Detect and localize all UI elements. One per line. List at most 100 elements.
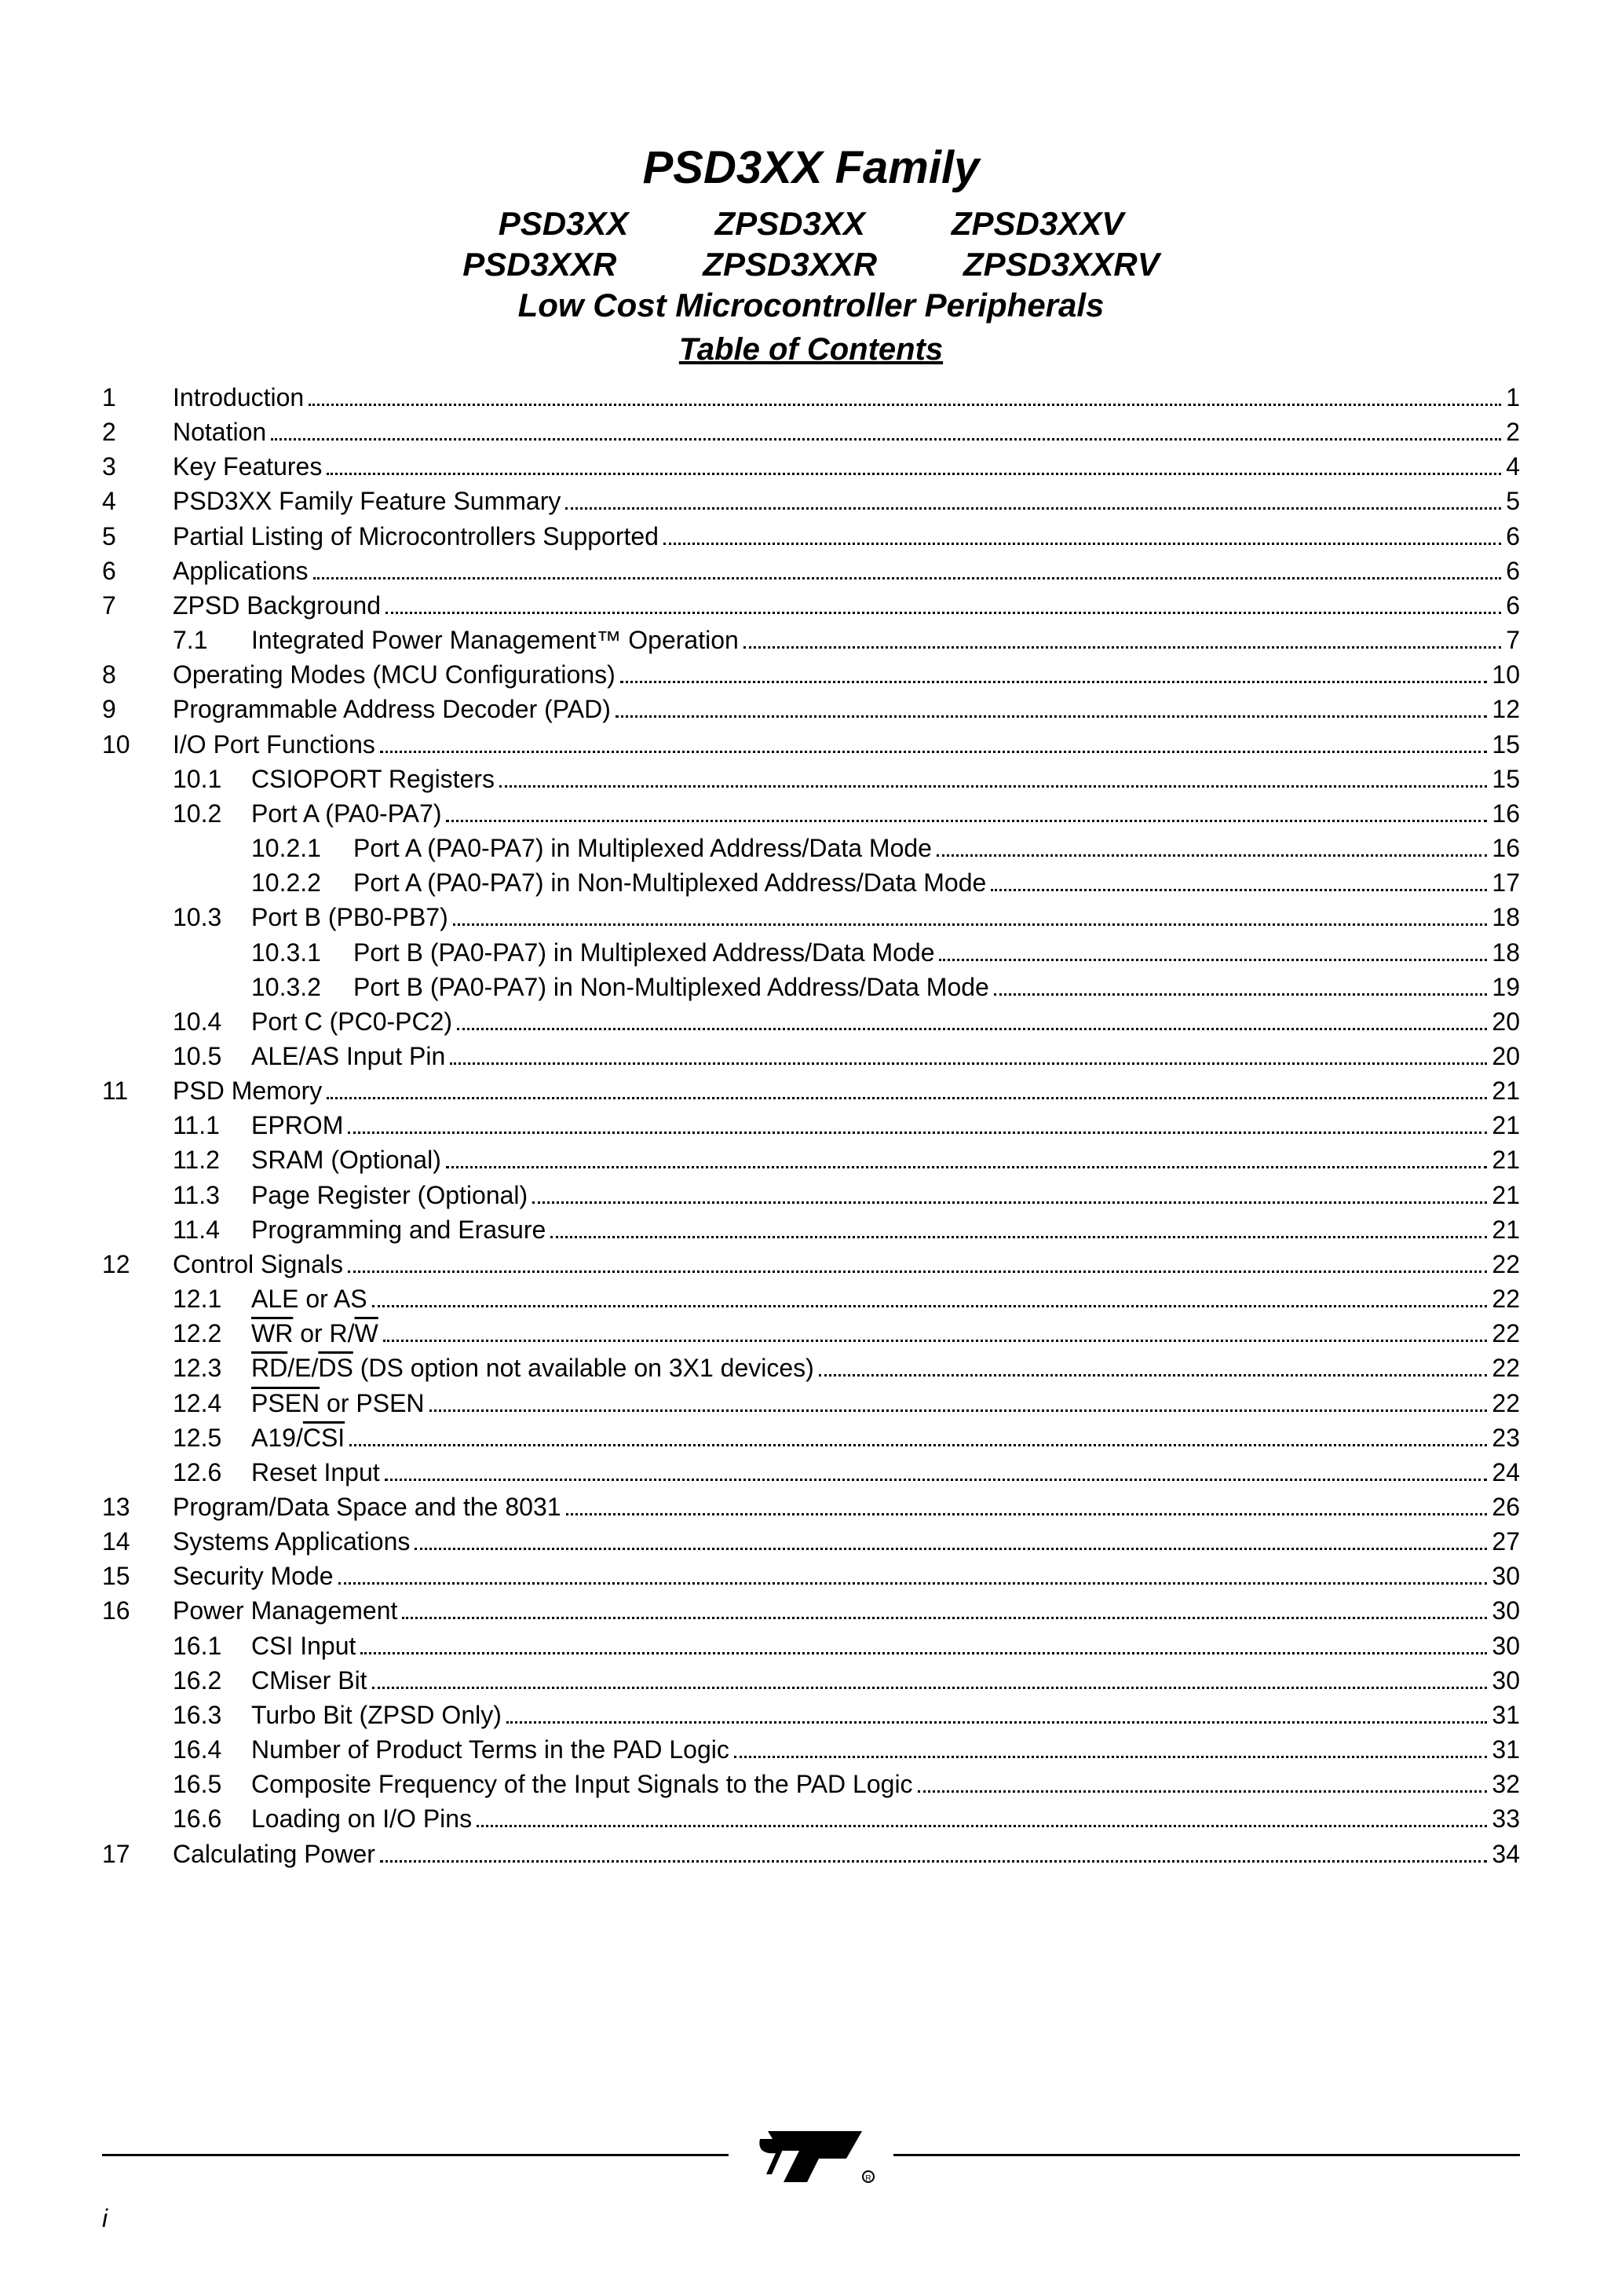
toc-section-number: 11.2 — [173, 1143, 251, 1177]
toc-section-number: 12.3 — [173, 1351, 251, 1385]
toc-leader-dots — [327, 1077, 1487, 1099]
toc-leader-dots — [819, 1355, 1488, 1377]
toc-section-number: 10.2 — [173, 796, 251, 831]
toc-row: 2Notation2 — [102, 415, 1520, 449]
toc-section-title: RD/E/DS (DS option not available on 3X1 … — [251, 1351, 814, 1385]
toc-page-number: 19 — [1492, 970, 1520, 1004]
toc-section-title: Reset Input — [251, 1455, 380, 1490]
toc-page-number: 15 — [1492, 727, 1520, 762]
st-logo-icon: R — [744, 2115, 878, 2194]
toc-section-number: 14 — [102, 1524, 173, 1559]
toc-section-title: Integrated Power Management™ Operation — [251, 623, 739, 657]
toc-row: 10.2.2Port A (PA0-PA7) in Non-Multiplexe… — [102, 865, 1520, 900]
toc-row: 14Systems Applications27 — [102, 1524, 1520, 1559]
toc-section-title: Introduction — [173, 380, 304, 415]
toc-section-title: Composite Frequency of the Input Signals… — [251, 1767, 913, 1801]
toc-section-number: 16.2 — [173, 1663, 251, 1698]
toc-section-title: ALE/AS Input Pin — [251, 1039, 445, 1073]
part-code: ZPSD3XXR — [703, 246, 877, 283]
toc-row: 12.5A19/CSI23 — [102, 1420, 1520, 1455]
toc-section-title: Power Management — [173, 1593, 397, 1628]
toc-section-title: Port A (PA0-PA7) in Multiplexed Address/… — [353, 831, 932, 865]
toc-page-number: 20 — [1492, 1004, 1520, 1039]
parts-row-2: PSD3XXR ZPSD3XXR ZPSD3XXRV — [102, 246, 1520, 283]
toc-leader-dots — [918, 1770, 1488, 1793]
toc-leader-dots — [937, 834, 1487, 857]
toc-leader-dots — [566, 1493, 1488, 1515]
toc-leader-dots — [309, 383, 1501, 406]
toc-page-number: 24 — [1492, 1455, 1520, 1490]
toc-page-number: 21 — [1492, 1178, 1520, 1212]
toc-row: 11.2SRAM (Optional)21 — [102, 1143, 1520, 1177]
toc-leader-dots — [620, 660, 1488, 683]
toc-page-number: 21 — [1492, 1073, 1520, 1108]
toc-section-title: Control Signals — [173, 1247, 343, 1281]
toc-section-number: 4 — [102, 484, 173, 518]
toc-leader-dots — [616, 696, 1488, 718]
toc-section-number: 3 — [102, 449, 173, 484]
toc-row: 11.4Programming and Erasure21 — [102, 1212, 1520, 1247]
toc-section-number: 10.1 — [173, 762, 251, 796]
toc-row: 15Security Mode30 — [102, 1559, 1520, 1593]
toc-section-title: Programmable Address Decoder (PAD) — [173, 692, 611, 726]
toc-page-number: 6 — [1506, 519, 1520, 554]
toc-page-number: 21 — [1492, 1143, 1520, 1177]
toc-section-number: 9 — [102, 692, 173, 726]
toc-page-number: 2 — [1506, 415, 1520, 449]
toc-page-number: 16 — [1492, 796, 1520, 831]
toc-row: 10.3.2Port B (PA0-PA7) in Non-Multiplexe… — [102, 970, 1520, 1004]
subtitle: Low Cost Microcontroller Peripherals — [102, 287, 1520, 324]
toc-section-number: 7.1 — [173, 623, 251, 657]
toc-section-number: 15 — [102, 1559, 173, 1593]
part-code: PSD3XXR — [462, 246, 616, 283]
toc-section-title: WR or R/W — [251, 1316, 378, 1351]
part-code: ZPSD3XXRV — [963, 246, 1160, 283]
toc-page-number: 26 — [1492, 1490, 1520, 1524]
toc-leader-dots — [380, 1840, 1488, 1863]
toc-section-number: 16.4 — [173, 1732, 251, 1767]
toc-section-title: Notation — [173, 415, 266, 449]
toc-row: 16.4Number of Product Terms in the PAD L… — [102, 1732, 1520, 1767]
table-of-contents: 1Introduction12Notation23Key Features44P… — [102, 380, 1520, 1871]
toc-row: 16.6Loading on I/O Pins33 — [102, 1801, 1520, 1836]
toc-section-number: 12.4 — [173, 1386, 251, 1420]
toc-section-number: 16.3 — [173, 1698, 251, 1732]
toc-row: 10.1CSIOPORT Registers15 — [102, 762, 1520, 796]
toc-leader-dots — [385, 591, 1501, 614]
toc-section-title: Systems Applications — [173, 1524, 410, 1559]
toc-section-title: I/O Port Functions — [173, 727, 375, 762]
toc-page-number: 21 — [1492, 1108, 1520, 1143]
toc-section-title: Loading on I/O Pins — [251, 1801, 472, 1836]
toc-section-number: 11.4 — [173, 1212, 251, 1247]
toc-page-number: 31 — [1492, 1732, 1520, 1767]
toc-row: 10.2Port A (PA0-PA7)16 — [102, 796, 1520, 831]
toc-page-number: 22 — [1492, 1247, 1520, 1281]
toc-section-title: Program/Data Space and the 8031 — [173, 1490, 561, 1524]
toc-row: 4PSD3XX Family Feature Summary5 — [102, 484, 1520, 518]
toc-section-number: 2 — [102, 415, 173, 449]
toc-leader-dots — [457, 1007, 1487, 1030]
toc-leader-dots — [663, 522, 1501, 545]
toc-leader-dots — [991, 868, 1487, 891]
parts-row-1: PSD3XX ZPSD3XX ZPSD3XXV — [102, 205, 1520, 243]
toc-leader-dots — [338, 1563, 1488, 1585]
toc-leader-dots — [446, 1146, 1488, 1169]
toc-page-number: 6 — [1506, 588, 1520, 623]
toc-page-number: 22 — [1492, 1386, 1520, 1420]
toc-section-number: 13 — [102, 1490, 173, 1524]
toc-page-number: 30 — [1492, 1593, 1520, 1628]
toc-section-number: 16.5 — [173, 1767, 251, 1801]
part-code: PSD3XX — [499, 205, 629, 243]
toc-leader-dots — [565, 488, 1501, 510]
toc-section-number: 12.6 — [173, 1455, 251, 1490]
toc-page-number: 10 — [1492, 657, 1520, 692]
toc-row: 10I/O Port Functions15 — [102, 727, 1520, 762]
toc-row: 6Applications6 — [102, 554, 1520, 588]
toc-section-number: 8 — [102, 657, 173, 692]
toc-page-number: 12 — [1492, 692, 1520, 726]
toc-section-title: Operating Modes (MCU Configurations) — [173, 657, 616, 692]
toc-leader-dots — [429, 1389, 1488, 1412]
title-main: PSD3XX Family — [102, 141, 1520, 194]
toc-section-number: 17 — [102, 1837, 173, 1871]
toc-row: 12.3RD/E/DS (DS option not available on … — [102, 1351, 1520, 1385]
